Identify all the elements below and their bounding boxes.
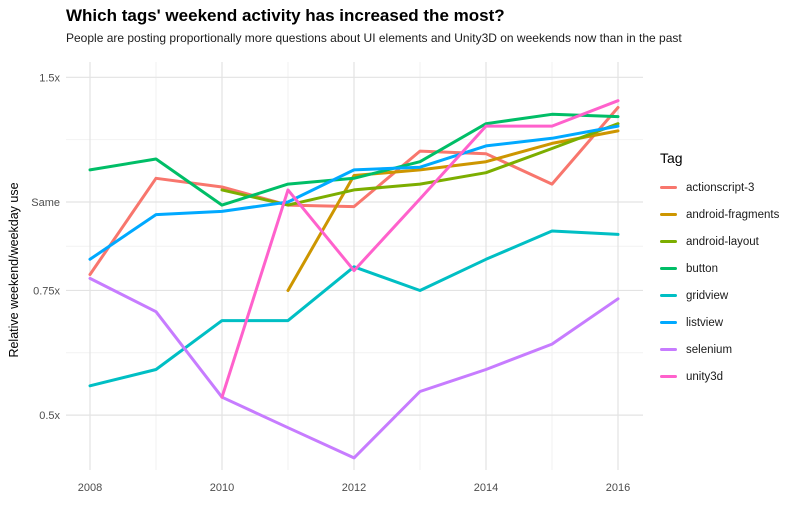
y-tick-label: 1.5x — [39, 72, 60, 84]
series-line-selenium — [88, 276, 620, 460]
legend-label: android-layout — [686, 235, 759, 248]
y-tick-label: Same — [31, 197, 60, 209]
y-tick-label: 0.75x — [33, 285, 60, 297]
series-line-listview — [88, 124, 620, 261]
series-line-gridview — [88, 229, 620, 388]
legend: Tag actionscript-3 android-fragments andro… — [660, 150, 779, 390]
x-tick-label: 2014 — [474, 482, 498, 494]
y-axis-title: Relative weekend/weekday use — [7, 182, 21, 358]
legend-item-android-fragments: android-fragments — [660, 201, 779, 228]
legend-swatch-selenium — [660, 347, 677, 352]
legend-swatch-listview — [660, 320, 677, 325]
chart-subtitle: People are posting proportionally more q… — [66, 31, 682, 45]
chart-title: Which tags' weekend activity has increas… — [66, 6, 505, 25]
legend-swatch-android-fragments — [660, 212, 677, 217]
legend-items: actionscript-3 android-fragments android-l… — [660, 174, 779, 390]
legend-swatch-unity3d — [660, 374, 677, 379]
x-tick-label: 2012 — [342, 482, 366, 494]
legend-label: gridview — [686, 289, 729, 302]
series-line-android-fragments — [286, 129, 620, 292]
legend-title: Tag — [660, 150, 683, 166]
legend-label: android-fragments — [686, 208, 780, 221]
series-line-unity3d — [220, 99, 620, 399]
legend-item-gridview: gridview — [660, 282, 779, 309]
legend-item-unity3d: unity3d — [660, 363, 779, 390]
legend-label: actionscript-3 — [686, 181, 755, 194]
x-tick-label: 2010 — [210, 482, 234, 494]
legend-item-actionscript-3: actionscript-3 — [660, 174, 779, 201]
legend-swatch-actionscript-3 — [660, 185, 677, 190]
x-tick-label: 2016 — [606, 482, 630, 494]
legend-item-button: button — [660, 255, 779, 282]
legend-item-android-layout: android-layout — [660, 228, 779, 255]
series-line-actionscript-3 — [88, 106, 620, 276]
legend-label: button — [686, 262, 718, 275]
series-line-button — [88, 112, 620, 207]
legend-item-listview: listview — [660, 309, 779, 336]
legend-item-selenium: selenium — [660, 336, 779, 363]
x-tick-label: 2008 — [78, 482, 102, 494]
legend-swatch-button — [660, 266, 677, 271]
legend-label: unity3d — [686, 370, 724, 383]
y-tick-label: 0.5x — [39, 410, 60, 422]
legend-label: selenium — [686, 343, 733, 356]
legend-swatch-gridview — [660, 293, 677, 298]
legend-swatch-android-layout — [660, 239, 677, 244]
legend-label: listview — [686, 316, 724, 329]
series-line-android-layout — [220, 122, 620, 207]
